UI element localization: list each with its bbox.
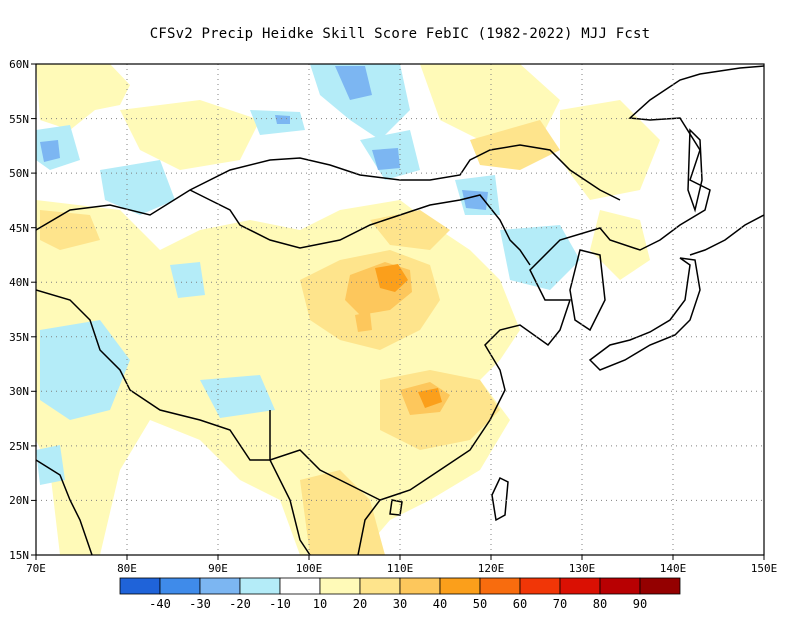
colorbar-label: 20 bbox=[353, 597, 367, 611]
colorbar-swatch bbox=[359, 577, 401, 595]
grid-lines bbox=[36, 64, 764, 555]
high-skill-area bbox=[418, 388, 442, 408]
colorbar-swatch bbox=[639, 577, 681, 595]
negative-skill-area bbox=[36, 445, 65, 485]
boundaries bbox=[36, 65, 764, 555]
colorbar-swatch bbox=[399, 577, 441, 595]
colorbar-label: -20 bbox=[229, 597, 251, 611]
colorbar-label: 40 bbox=[433, 597, 447, 611]
country-border bbox=[269, 410, 311, 555]
colorbar-swatch bbox=[279, 577, 321, 595]
x-tick-label: 100E bbox=[296, 562, 323, 575]
y-tick-label: 20N bbox=[9, 494, 29, 507]
y-tick-label: 40N bbox=[9, 276, 29, 289]
x-tick-label: 130E bbox=[569, 562, 596, 575]
y-tick-label: 45N bbox=[9, 222, 29, 235]
x-tick-label: 110E bbox=[387, 562, 414, 575]
positive-skill-area bbox=[470, 120, 560, 170]
positive-skill-area bbox=[300, 470, 385, 555]
colorbar-swatch bbox=[159, 577, 201, 595]
colorbar-label: 90 bbox=[633, 597, 647, 611]
positive-skill-area bbox=[40, 210, 100, 250]
colorbar-swatch bbox=[599, 577, 641, 595]
colorbar-swatch bbox=[519, 577, 561, 595]
y-tick-label: 30N bbox=[9, 385, 29, 398]
colorbar-label: 10 bbox=[313, 597, 327, 611]
positive-skill-area bbox=[420, 64, 560, 140]
negative-skill-area bbox=[40, 320, 130, 420]
positive-skill-area bbox=[560, 100, 660, 200]
colorbar-label: -40 bbox=[149, 597, 171, 611]
positive-skill-area bbox=[120, 100, 260, 170]
y-tick-label: 25N bbox=[9, 440, 29, 453]
y-tick-label: 35N bbox=[9, 331, 29, 344]
positive-skill-area bbox=[590, 210, 650, 280]
colorbar-swatch bbox=[319, 577, 361, 595]
colorbar-swatch bbox=[479, 577, 521, 595]
colorbar-swatch bbox=[439, 577, 481, 595]
x-tick-label: 70E bbox=[26, 562, 46, 575]
negative-skill-area bbox=[310, 64, 410, 140]
map-title: CFSv2 Precip Heidke Skill Score FebIC (1… bbox=[149, 26, 651, 42]
colorbar-swatch bbox=[239, 577, 281, 595]
colorbar-label: -10 bbox=[269, 597, 291, 611]
x-tick-label: 120E bbox=[478, 562, 505, 575]
coastline bbox=[689, 214, 764, 256]
positive-skill-area bbox=[36, 64, 130, 130]
high-skill-area bbox=[355, 312, 372, 332]
japan-coastline bbox=[588, 257, 701, 371]
negative-skill-area bbox=[100, 160, 175, 215]
country-border bbox=[189, 189, 531, 266]
coastline bbox=[357, 65, 764, 555]
country-border bbox=[36, 289, 381, 501]
y-tick-label: 15N bbox=[9, 549, 29, 562]
colorbar-swatch bbox=[559, 577, 601, 595]
korea-coastline bbox=[569, 249, 606, 332]
skill-shading bbox=[36, 64, 660, 555]
colorbar-label: 70 bbox=[553, 597, 567, 611]
colorbar: -40 -30 -20 -10 10 20 30 40 50 60 70 80 90 bbox=[119, 577, 681, 611]
negative-skill-area bbox=[170, 262, 205, 298]
x-tick-label: 150E bbox=[751, 562, 778, 575]
x-tick-label: 140E bbox=[660, 562, 687, 575]
negative-skill-area bbox=[200, 375, 275, 418]
colorbar-label: 80 bbox=[593, 597, 607, 611]
x-tick-label: 80E bbox=[117, 562, 137, 575]
taiwan-coastline bbox=[491, 476, 509, 522]
colorbar-swatch bbox=[199, 577, 241, 595]
colorbar-swatch bbox=[119, 577, 161, 595]
tick-marks bbox=[31, 63, 765, 560]
x-tick-label: 90E bbox=[208, 562, 228, 575]
x-axis-labels: 70E 80E 90E 100E 110E 120E 130E 140E 150… bbox=[26, 562, 777, 575]
negative-skill-area bbox=[275, 115, 290, 124]
negative-skill-area bbox=[462, 190, 488, 210]
colorbar-label: 30 bbox=[393, 597, 407, 611]
colorbar-label: -30 bbox=[189, 597, 211, 611]
colorbar-label: 60 bbox=[513, 597, 527, 611]
y-tick-label: 55N bbox=[9, 113, 29, 126]
negative-skill-area bbox=[372, 148, 400, 170]
country-border bbox=[36, 144, 621, 231]
y-tick-label: 60N bbox=[9, 58, 29, 71]
negative-skill-area bbox=[40, 140, 60, 162]
y-tick-label: 50N bbox=[9, 167, 29, 180]
negative-skill-area bbox=[335, 66, 372, 100]
negative-skill-area bbox=[500, 225, 580, 290]
positive-skill-area bbox=[370, 210, 450, 250]
country-border bbox=[36, 459, 93, 555]
y-axis-labels: 15N 20N 25N 30N 35N 40N 45N 50N 55N 60N bbox=[9, 58, 29, 562]
sakhalin-coastline bbox=[687, 128, 703, 213]
colorbar-label: 50 bbox=[473, 597, 487, 611]
